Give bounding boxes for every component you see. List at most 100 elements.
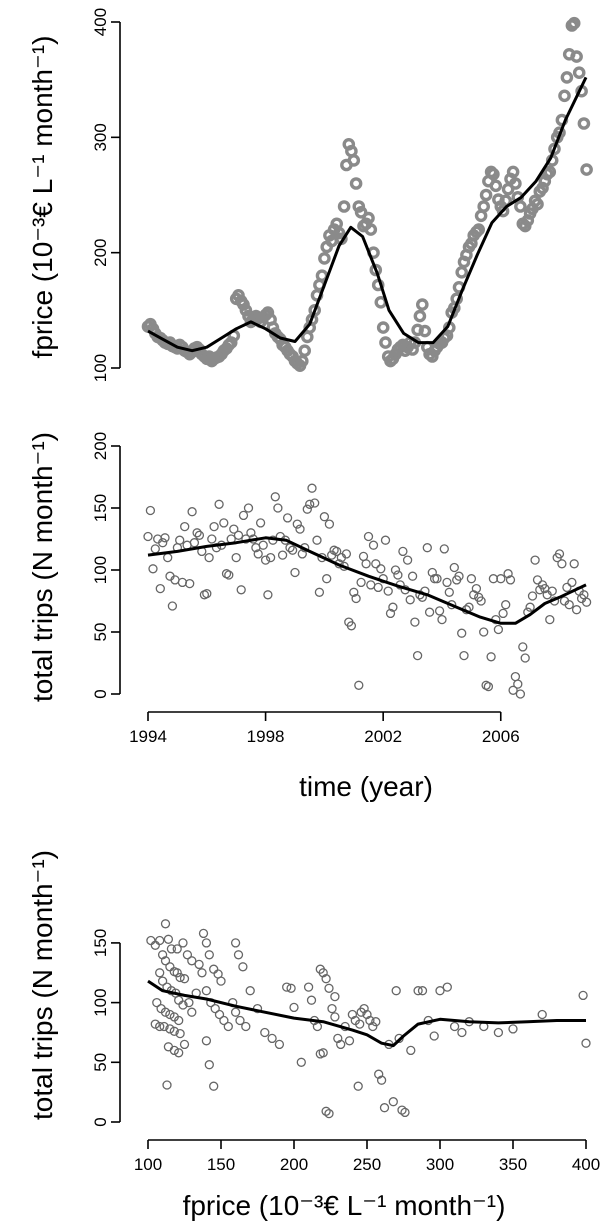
data-point [145,505,156,516]
data-point [169,1026,179,1036]
data-point [489,179,503,193]
data-point [554,549,565,559]
y-tick-label: 100 [91,354,110,382]
data-point [376,564,386,574]
data-point [174,1015,184,1026]
data-point [483,681,494,692]
data-point [184,997,194,1008]
data-point [493,624,504,635]
data-point [476,596,486,606]
data-point [163,934,174,944]
data-point [471,583,482,594]
data-point [214,499,224,509]
data-point [175,972,185,983]
data-point [160,956,171,966]
data-point [174,1048,184,1058]
data-point [496,574,506,584]
data-point [197,968,207,978]
data-point [518,642,528,652]
data-point [172,968,182,978]
data-point [422,543,432,553]
data-point [180,521,190,532]
x-tick-label: 350 [499,1155,527,1174]
data-point [510,671,521,682]
data-point [182,950,193,960]
data-point [371,1017,381,1027]
data-point [459,650,469,661]
y-tick-label: 150 [91,929,110,957]
data-point [267,1033,277,1044]
data-point [417,986,428,996]
data-point [287,545,298,555]
data-point [457,1027,467,1038]
data-point [172,944,182,954]
data-point [560,71,574,84]
data-point [397,1105,407,1115]
data-point [355,1019,365,1029]
data-point [393,570,403,580]
panel-fprice-vs-time: fprice (10⁻³€ L⁻¹ month⁻¹) 100 200 300 400 [27,8,593,382]
data-point [297,549,307,559]
data-point [562,582,572,593]
data-point [376,1075,387,1085]
data-point [270,492,280,502]
data-point [479,627,489,637]
data-point [373,582,383,593]
data-point [349,587,359,597]
data-point [390,565,401,575]
data-point [290,567,300,578]
data-point [429,574,440,584]
data-point [400,1107,410,1118]
data-point [223,1021,233,1032]
data-point [150,544,160,554]
data-point [282,982,292,992]
smooth-line [147,76,588,353]
data-point [263,590,273,600]
data-point [307,483,317,493]
data-point [163,1042,174,1052]
data-point [498,608,508,619]
data-point [158,538,168,548]
data-point [515,689,526,699]
data-point [163,552,173,563]
data-point [581,1038,591,1048]
data-point [177,577,188,588]
data-point [160,533,170,543]
data-point [296,1057,306,1067]
data-point [201,986,212,996]
x-tick-label: 1994 [129,727,167,746]
data-point [253,549,263,559]
data-point [189,538,200,548]
y-tick-label: 400 [91,8,110,36]
data-point [260,555,271,565]
data-point [434,606,445,616]
data-point [209,1081,219,1091]
data-point [221,569,232,579]
data-point [319,512,330,522]
data-point [233,950,244,960]
data-point [412,650,423,661]
y-tick-label: 0 [91,1117,110,1126]
data-point [318,1048,328,1058]
data-point [318,968,328,978]
data-point [333,1033,343,1044]
data-point [318,252,331,265]
data-point [314,587,325,597]
data-point [201,938,212,948]
data-point [209,964,219,974]
data-point [361,559,371,569]
data-point [230,1007,241,1017]
data-point [341,549,352,559]
data-point [427,567,437,578]
data-point [487,167,500,181]
data-point [383,586,393,596]
data-point [150,1019,160,1029]
data-point [162,1080,172,1090]
data-point [347,154,361,167]
data-point [449,562,459,573]
data-point [424,607,435,617]
data-point [558,89,571,103]
data-point [265,552,276,563]
data-point [479,188,493,202]
data-point [210,1003,220,1014]
